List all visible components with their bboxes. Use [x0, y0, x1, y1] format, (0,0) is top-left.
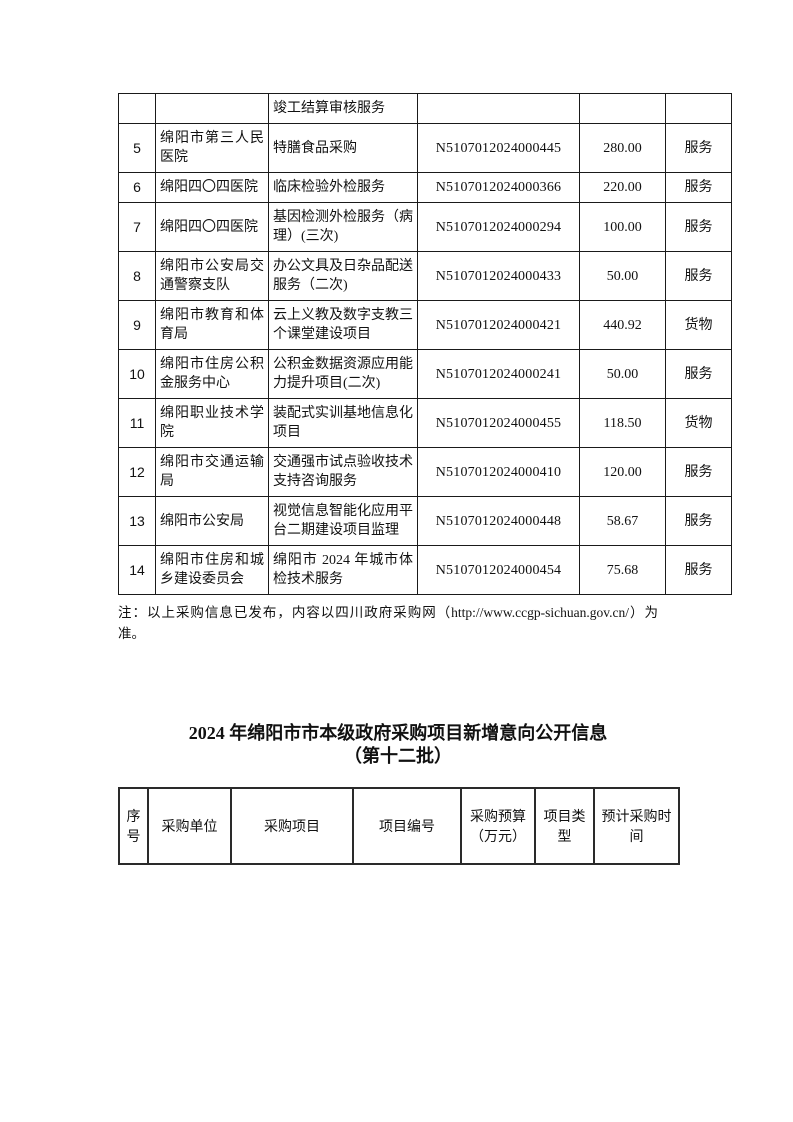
- table-row: 6 绵阳四〇四医院 临床检验外检服务 N5107012024000366 220.00 服…: [118, 172, 732, 203]
- cell-project-name: 竣工结算审核服务: [268, 93, 418, 124]
- cell-purchase-unit: 绵阳市第三人民医院: [155, 123, 269, 173]
- cell-budget: 75.68: [579, 545, 666, 595]
- cell-project-name: 装配式实训基地信息化项目: [268, 398, 418, 448]
- table-row: 13 绵阳市公安局 视觉信息智能化应用平台二期建设项目监理 N510701202400…: [118, 496, 732, 546]
- table-row: 8 绵阳市公安局交通警察支队 办公文具及日杂品配送服务（二次) N5107012024…: [118, 251, 732, 301]
- cell-project-name: 云上义教及数字支教三个课堂建设项目: [268, 300, 418, 350]
- cell-serial-number: 11: [118, 398, 156, 448]
- cell-project-name: 基因检测外检服务（病理）(三次): [268, 202, 418, 252]
- cell-project-type: 服务: [665, 496, 732, 546]
- table-row: 7 绵阳四〇四医院 基因检测外检服务（病理）(三次) N510701202400029…: [118, 202, 732, 252]
- note-text: 注：以上采购信息已发布，内容以四川政府采购网（http://www.ccgp-s…: [118, 605, 658, 641]
- cell-serial-number: 9: [118, 300, 156, 350]
- cell-project-name: 绵阳市 2024 年城市体检技术服务: [268, 545, 418, 595]
- table-row: 14 绵阳市住房和城乡建设委员会 绵阳市 2024 年城市体检技术服务 N510701…: [118, 545, 732, 595]
- cell-project-type: 服务: [665, 349, 732, 399]
- cell-serial-number: 5: [118, 123, 156, 173]
- cell-budget: 50.00: [579, 251, 666, 301]
- cell-project-type: 服务: [665, 172, 732, 203]
- column-header: 项目编号: [352, 787, 462, 865]
- cell-serial-number: 14: [118, 545, 156, 595]
- table-row: 10 绵阳市住房公积金服务中心 公积金数据资源应用能力提升项目(二次) N510701…: [118, 349, 732, 399]
- cell-project-code: N5107012024000445: [417, 123, 580, 173]
- cell-budget: 118.50: [579, 398, 666, 448]
- cell-project-name: 临床检验外检服务: [268, 172, 418, 203]
- cell-project-code: N5107012024000448: [417, 496, 580, 546]
- content-area: 竣工结算审核服务 5 绵阳市第三人民医院 特膳食品采购 N510701202400044…: [118, 93, 732, 865]
- cell-project-type: 服务: [665, 447, 732, 497]
- cell-budget: 220.00: [579, 172, 666, 203]
- cell-budget: 440.92: [579, 300, 666, 350]
- cell-serial-number: 8: [118, 251, 156, 301]
- cell-project-type: 服务: [665, 202, 732, 252]
- table-row: 12 绵阳市交通运输局 交通强市试点验收技术支持咨询服务 N5107012024000…: [118, 447, 732, 497]
- top-table-body: 竣工结算审核服务 5 绵阳市第三人民医院 特膳食品采购 N510701202400044…: [118, 93, 732, 595]
- cell-project-code: N5107012024000410: [417, 447, 580, 497]
- cell-serial-number: 10: [118, 349, 156, 399]
- cell-purchase-unit: 绵阳四〇四医院: [155, 172, 269, 203]
- cell-project-type: 服务: [665, 545, 732, 595]
- new-batch-table: 序号 采购单位 采购项目 项目编号 采购预算（万元） 项目类型 预计采购时间: [118, 787, 680, 865]
- section-title-line1: 2024 年绵阳市市本级政府采购项目新增意向公开信息: [188, 723, 608, 743]
- cell-project-name: 特膳食品采购: [268, 123, 418, 173]
- bottom-header-row: 序号 采购单位 采购项目 项目编号 采购预算（万元） 项目类型 预计采购时间: [118, 787, 680, 865]
- cell-project-name: 视觉信息智能化应用平台二期建设项目监理: [268, 496, 418, 546]
- cell-budget: 100.00: [579, 202, 666, 252]
- cell-serial-number: 12: [118, 447, 156, 497]
- cell-purchase-unit: 绵阳职业技术学院: [155, 398, 269, 448]
- section-title-line2: （第十二批）: [344, 746, 452, 766]
- cell-budget: [579, 93, 666, 124]
- cell-project-code: N5107012024000421: [417, 300, 580, 350]
- procurement-table-continued: 竣工结算审核服务 5 绵阳市第三人民医院 特膳食品采购 N510701202400044…: [118, 93, 732, 595]
- cell-purchase-unit: 绵阳市教育和体育局: [155, 300, 269, 350]
- column-header: 预计采购时间: [593, 787, 680, 865]
- cell-project-type: 服务: [665, 123, 732, 173]
- table-row: 9 绵阳市教育和体育局 云上义教及数字支教三个课堂建设项目 N510701202400…: [118, 300, 732, 350]
- cell-project-type: 货物: [665, 300, 732, 350]
- cell-purchase-unit: 绵阳市住房和城乡建设委员会: [155, 545, 269, 595]
- column-header: 采购单位: [147, 787, 232, 865]
- cell-purchase-unit: 绵阳四〇四医院: [155, 202, 269, 252]
- cell-serial-number: 6: [118, 172, 156, 203]
- cell-project-type: [665, 93, 732, 124]
- cell-budget: 280.00: [579, 123, 666, 173]
- cell-budget: 58.67: [579, 496, 666, 546]
- cell-project-code: [417, 93, 580, 124]
- cell-project-code: N5107012024000454: [417, 545, 580, 595]
- cell-project-name: 办公文具及日杂品配送服务（二次): [268, 251, 418, 301]
- table-row: 5 绵阳市第三人民医院 特膳食品采购 N5107012024000445 280.00 服…: [118, 123, 732, 173]
- cell-purchase-unit: 绵阳市交通运输局: [155, 447, 269, 497]
- cell-project-type: 货物: [665, 398, 732, 448]
- cell-purchase-unit: [155, 93, 269, 124]
- cell-purchase-unit: 绵阳市公安局交通警察支队: [155, 251, 269, 301]
- cell-project-type: 服务: [665, 251, 732, 301]
- column-header: 序号: [118, 787, 149, 865]
- column-header: 采购预算（万元）: [460, 787, 536, 865]
- cell-project-code: N5107012024000433: [417, 251, 580, 301]
- cell-serial-number: 13: [118, 496, 156, 546]
- table-row: 11 绵阳职业技术学院 装配式实训基地信息化项目 N5107012024000455 1…: [118, 398, 732, 448]
- cell-purchase-unit: 绵阳市公安局: [155, 496, 269, 546]
- cell-project-code: N5107012024000294: [417, 202, 580, 252]
- column-header: 项目类型: [534, 787, 595, 865]
- cell-project-name: 交通强市试点验收技术支持咨询服务: [268, 447, 418, 497]
- cell-serial-number: [118, 93, 156, 124]
- section-title: 2024 年绵阳市市本级政府采购项目新增意向公开信息 （第十二批）: [118, 722, 678, 768]
- cell-budget: 120.00: [579, 447, 666, 497]
- cell-project-name: 公积金数据资源应用能力提升项目(二次): [268, 349, 418, 399]
- cell-purchase-unit: 绵阳市住房公积金服务中心: [155, 349, 269, 399]
- cell-budget: 50.00: [579, 349, 666, 399]
- cell-project-code: N5107012024000366: [417, 172, 580, 203]
- cell-serial-number: 7: [118, 202, 156, 252]
- cell-project-code: N5107012024000455: [417, 398, 580, 448]
- table-row: 竣工结算审核服务: [118, 93, 732, 124]
- cell-project-code: N5107012024000241: [417, 349, 580, 399]
- column-header: 采购项目: [230, 787, 354, 865]
